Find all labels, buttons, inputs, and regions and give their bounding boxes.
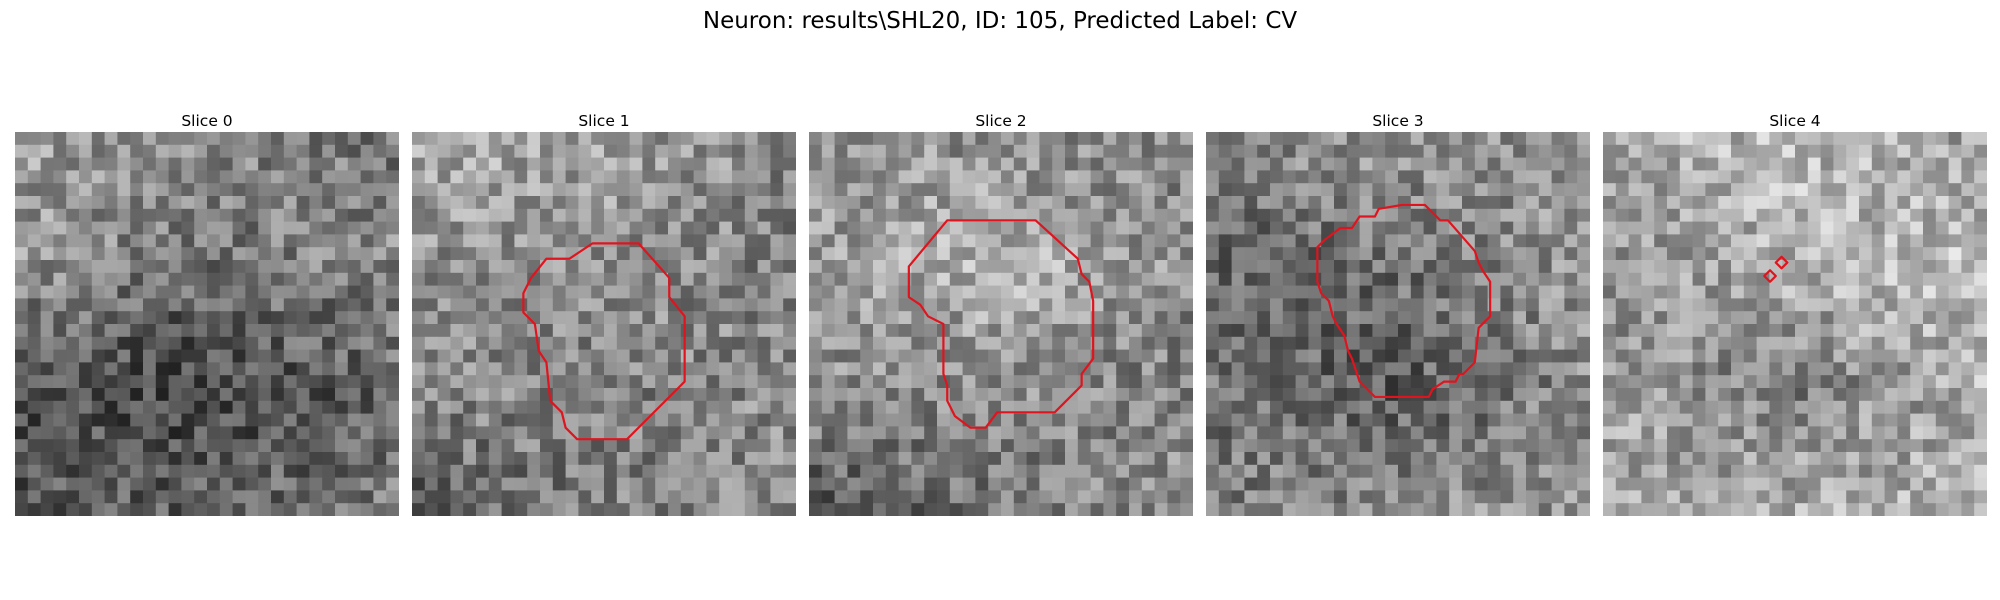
- slice-image: [412, 132, 796, 516]
- panel-title: Slice 1: [578, 112, 630, 130]
- slice-image: [15, 132, 399, 516]
- panel-slice-4: Slice 4: [1603, 110, 1987, 516]
- roi-contour: [1776, 257, 1788, 269]
- slice-image: [1603, 132, 1987, 516]
- panel-slice-0: Slice 0: [15, 110, 399, 516]
- panel-slice-2: Slice 2: [809, 110, 1193, 516]
- panel-title: Slice 0: [181, 112, 233, 130]
- panel-slice-1: Slice 1: [412, 110, 796, 516]
- roi-contour: [909, 220, 1093, 427]
- panel-slice-3: Slice 3: [1206, 110, 1590, 516]
- figure-title: Neuron: results\SHL20, ID: 105, Predicte…: [702, 8, 1298, 34]
- slice-image: [809, 132, 1193, 516]
- slice-image: [1206, 132, 1590, 516]
- roi-contour: [1317, 205, 1490, 397]
- roi-contour: [523, 243, 684, 439]
- roi-contour: [1764, 270, 1776, 282]
- panel-title: Slice 3: [1372, 112, 1424, 130]
- panel-title: Slice 4: [1769, 112, 1821, 130]
- panel-title: Slice 2: [975, 112, 1027, 130]
